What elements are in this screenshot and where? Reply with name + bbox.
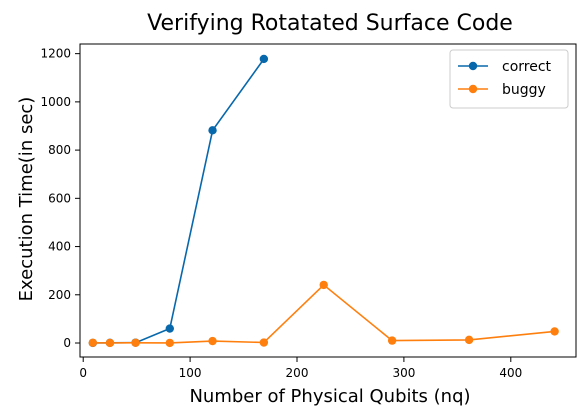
legend-marker-buggy	[468, 84, 478, 94]
chart-title: Verifying Rotatated Surface Code	[147, 11, 513, 36]
x-tick-label: 400	[499, 366, 522, 380]
legend-marker-correct	[468, 61, 478, 71]
plot-area: 0 100 200 300 400 0 200 400 600 800 1000 1200	[40, 43, 577, 380]
data-point-buggy	[105, 338, 115, 348]
x-axis-label: Number of Physical Qubits (nq)	[189, 386, 470, 407]
x-tick-label: 200	[286, 366, 309, 380]
y-tick-label: 1200	[40, 47, 71, 61]
x-tick-label: 100	[179, 366, 202, 380]
y-tick-label: 800	[48, 143, 71, 157]
data-point-buggy	[165, 338, 174, 348]
legend: correct buggy	[449, 49, 569, 109]
axes-frame	[79, 43, 577, 358]
data-point-buggy	[387, 336, 397, 345]
data-point-buggy	[88, 338, 98, 347]
y-tick-label: 0	[63, 336, 71, 350]
data-point-correct	[259, 54, 269, 64]
data-point-buggy	[319, 280, 328, 290]
series-line-correct	[92, 58, 265, 344]
legend-label-buggy: buggy	[502, 82, 546, 98]
y-tick-label: 600	[48, 191, 71, 205]
data-point-buggy	[259, 338, 269, 347]
y-tick-label: 1000	[40, 95, 71, 109]
data-point-buggy	[131, 338, 140, 347]
data-point-correct	[165, 324, 174, 333]
data-point-buggy	[208, 336, 217, 346]
x-tick-label: 0	[79, 366, 87, 380]
data-point-buggy	[464, 335, 474, 345]
x-tick-label: 300	[392, 366, 415, 380]
legend-label-correct: correct	[502, 59, 552, 75]
series-line-buggy	[92, 283, 555, 344]
data-point-correct	[208, 126, 217, 135]
legend-box	[449, 49, 569, 109]
y-axis-label: Execution Time(in sec)	[16, 97, 37, 302]
y-tick-label: 400	[48, 240, 71, 254]
data-point-buggy	[550, 327, 559, 336]
y-tick-label: 200	[48, 288, 71, 302]
